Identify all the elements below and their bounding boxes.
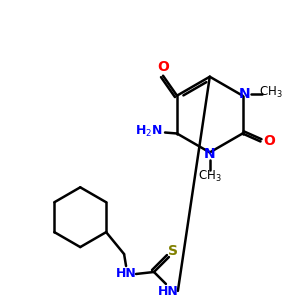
Text: HN: HN xyxy=(158,285,178,298)
Text: N: N xyxy=(239,87,250,101)
Text: CH$_3$: CH$_3$ xyxy=(259,85,282,100)
Text: H$_2$N: H$_2$N xyxy=(135,124,163,139)
Text: O: O xyxy=(157,60,169,74)
Text: O: O xyxy=(263,134,275,148)
Text: CH$_3$: CH$_3$ xyxy=(198,169,222,184)
Text: S: S xyxy=(168,244,178,258)
Text: N: N xyxy=(204,147,216,161)
Text: HN: HN xyxy=(116,268,136,281)
